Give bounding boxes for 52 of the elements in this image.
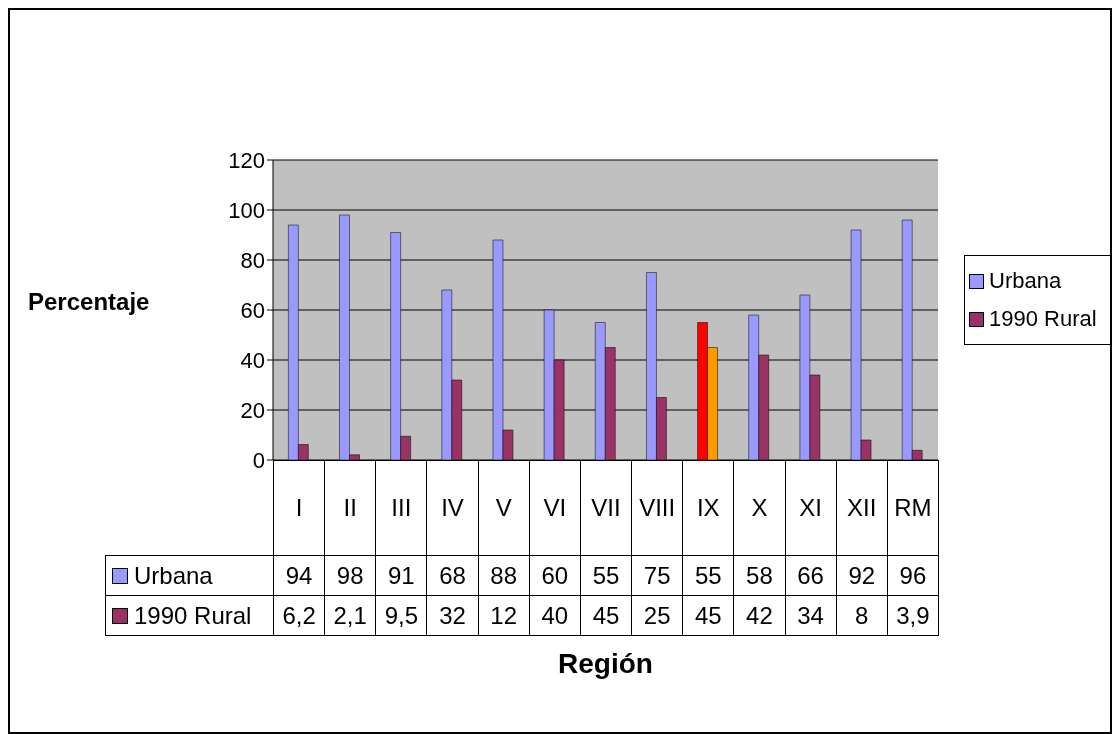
- x-tick-label: VI: [528, 460, 581, 556]
- data-label: 8: [835, 595, 888, 636]
- data-label: 68: [426, 555, 479, 596]
- data-label: 94: [273, 555, 326, 596]
- data-label: 40: [528, 595, 581, 636]
- data-label: 45: [579, 595, 633, 636]
- data-label: 66: [784, 555, 837, 596]
- x-tick-label: II: [324, 460, 377, 556]
- x-tick-label: IV: [426, 460, 479, 556]
- y-tick-label: 60: [240, 297, 265, 323]
- data-label: 75: [631, 555, 684, 596]
- data-label: 2,1: [324, 595, 377, 636]
- data-label: 98: [324, 555, 377, 596]
- data-label: 42: [733, 595, 786, 636]
- x-tick-label: XII: [835, 460, 888, 556]
- x-tick-label: VII: [579, 460, 633, 556]
- legend-label: 1990 Rural: [988, 305, 1098, 333]
- data-label: 3,9: [886, 595, 939, 636]
- data-label: 92: [835, 555, 888, 596]
- legend-label: Urbana: [988, 267, 1063, 295]
- y-tick-label: 0: [252, 447, 265, 473]
- data-label: 32: [426, 595, 479, 636]
- data-label: 45: [682, 595, 735, 636]
- x-tick-label: VIII: [631, 460, 684, 556]
- y-tick-label: 100: [228, 197, 265, 223]
- y-tick-label: 40: [240, 347, 265, 373]
- x-tick-label: V: [477, 460, 530, 556]
- text: Urbana: [134, 561, 213, 589]
- x-tick-label: RM: [886, 460, 939, 556]
- data-label: 55: [682, 555, 735, 596]
- data-label: 25: [631, 595, 684, 636]
- data-label: 60: [528, 555, 581, 596]
- data-label: 9,5: [375, 595, 428, 636]
- data-label: 96: [886, 555, 939, 596]
- x-tick-label: IX: [682, 460, 735, 556]
- x-tick-label: XI: [784, 460, 837, 556]
- data-label: 55: [579, 555, 633, 596]
- data-label: 91: [375, 555, 428, 596]
- data-label: 34: [784, 595, 837, 636]
- y-tick-label: 20: [240, 397, 265, 423]
- x-tick-label: III: [375, 460, 428, 556]
- x-tick-label: I: [273, 460, 326, 556]
- data-label: 12: [477, 595, 530, 636]
- data-label: 6,2: [273, 595, 326, 636]
- y-tick-label: 120: [228, 147, 265, 173]
- data-label: 88: [477, 555, 530, 596]
- y-tick-label: 80: [240, 247, 265, 273]
- x-axis-title: Región: [557, 648, 654, 680]
- x-tick-label: X: [733, 460, 786, 556]
- text: 1990 Rural: [134, 601, 252, 629]
- data-label: 58: [733, 555, 786, 596]
- y-axis-title: Percentaje: [28, 288, 150, 316]
